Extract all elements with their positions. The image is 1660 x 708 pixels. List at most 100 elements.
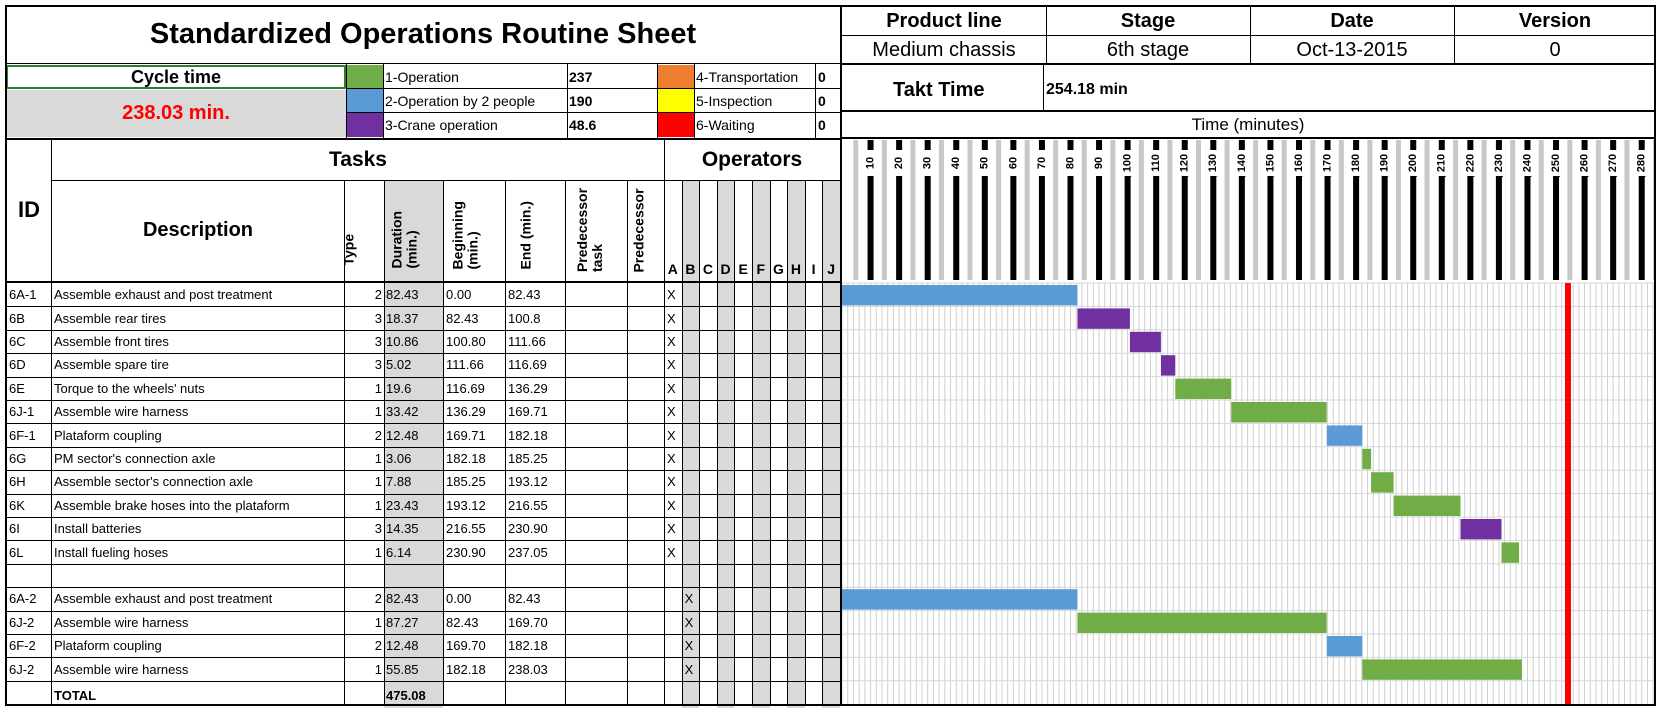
row-end: 169.70 <box>508 614 548 630</box>
frame-border <box>840 5 842 706</box>
tick-label-bg <box>1578 150 1591 176</box>
legend-swatch <box>346 65 383 89</box>
grid-line <box>5 306 840 308</box>
major-tick <box>1096 140 1103 280</box>
operator-mark: X <box>667 497 676 513</box>
takt-time-value: 254.18 min <box>1046 81 1128 98</box>
minor-tick <box>1538 140 1544 280</box>
grid-line <box>344 180 345 706</box>
grid-line <box>694 63 695 138</box>
row-id: 6J-2 <box>9 661 35 677</box>
major-tick <box>1638 140 1645 280</box>
major-tick <box>1353 140 1360 280</box>
legend-swatch <box>346 89 383 113</box>
row-end: 237.05 <box>508 544 548 560</box>
tick-label-bg <box>978 150 991 176</box>
gantt-bar <box>1077 612 1327 633</box>
operator-mark: X <box>684 638 694 654</box>
operator-mark: X <box>667 380 676 396</box>
grid-line <box>1046 5 1047 63</box>
grid-line <box>842 63 1654 65</box>
row-type: 1 <box>374 544 382 560</box>
row-end: 82.43 <box>508 591 541 607</box>
row-duration: 12.48 <box>386 638 419 654</box>
legend-swatch <box>657 89 694 113</box>
row-duration: 12.48 <box>386 427 419 443</box>
operator-column-shade <box>787 180 805 708</box>
minor-tick <box>1510 140 1516 280</box>
legend-value: 0 <box>818 117 826 133</box>
row-duration <box>386 564 442 587</box>
operator-letter: E <box>738 261 748 277</box>
grid-line <box>5 634 840 635</box>
header-value: Oct-13-2015 <box>1296 38 1408 61</box>
operator-letter: I <box>811 261 816 277</box>
tick-label: 80 <box>1064 157 1076 169</box>
grid-line <box>815 63 816 138</box>
row-id: 6F-1 <box>9 427 36 443</box>
grid-line <box>5 587 840 589</box>
legend-value: 237 <box>569 69 593 85</box>
row-description: Assemble wire harness <box>54 661 189 677</box>
row-description: Assemble wire harness <box>54 614 189 630</box>
row-description: Assemble brake hoses into the plataform <box>54 497 290 513</box>
minor-tick <box>1424 140 1430 280</box>
row-end: 182.18 <box>508 427 548 443</box>
grid-line <box>5 423 840 425</box>
row-description: Assemble exhaust and post treatment <box>54 287 273 303</box>
frame-border <box>5 5 1656 7</box>
row-duration: 10.86 <box>386 333 419 349</box>
grid-line <box>699 180 701 706</box>
row-beginning: 0.00 <box>446 591 472 607</box>
tick-label: 30 <box>922 157 934 169</box>
minor-tick <box>1367 140 1373 280</box>
row-beginning: 230.90 <box>446 544 486 560</box>
end-header: End (min.) <box>517 200 534 269</box>
row-beginning: 185.25 <box>446 474 486 490</box>
tick-label: 180 <box>1350 154 1362 172</box>
minor-tick <box>967 140 973 280</box>
tick-label: 260 <box>1579 154 1591 172</box>
gantt-bar <box>1175 378 1232 399</box>
tick-label: 150 <box>1264 154 1276 172</box>
tick-label-bg <box>1178 150 1191 176</box>
page-title: Standardized Operations Routine Sheet <box>149 17 697 50</box>
tick-label: 220 <box>1464 154 1476 172</box>
row-type: 3 <box>374 310 382 326</box>
grid-line <box>5 610 840 612</box>
tick-label: 120 <box>1179 154 1191 172</box>
operator-letter: D <box>720 261 731 277</box>
grid-line <box>716 180 718 706</box>
grid-line <box>51 180 840 181</box>
major-tick <box>1295 140 1302 280</box>
row-duration: 14.35 <box>386 521 419 537</box>
major-tick <box>1038 140 1045 280</box>
tick-label-bg <box>1007 150 1020 176</box>
operator-mark: X <box>667 474 676 490</box>
row-description: Install fueling hoses <box>54 544 169 560</box>
row-duration: 82.43 <box>386 591 419 607</box>
header-label: Date <box>1330 9 1374 32</box>
cycle-time-label: Cycle time <box>6 65 346 89</box>
legend-label: 4-Transportation <box>696 69 799 85</box>
row-id: 6L <box>9 544 24 560</box>
major-tick <box>1438 140 1445 280</box>
row-beginning: 193.12 <box>446 497 486 513</box>
row-id: 6D <box>9 357 26 373</box>
tick-label: 200 <box>1407 154 1419 172</box>
row-duration: 23.43 <box>386 497 419 513</box>
grid-line <box>5 138 840 140</box>
total-label: TOTAL <box>54 687 97 703</box>
major-tick <box>924 140 931 280</box>
row-end: 182.18 <box>508 638 548 654</box>
grid-line <box>664 140 665 706</box>
row-duration: 6.14 <box>386 544 412 560</box>
tick-label: 50 <box>979 157 991 169</box>
row-id: 6K <box>9 497 25 513</box>
row-description: Assemble sector's connection axle <box>54 474 254 490</box>
grid-line <box>734 180 736 706</box>
row-beginning: 169.70 <box>446 638 486 654</box>
minor-tick <box>1595 140 1601 280</box>
major-tick <box>1467 140 1474 280</box>
row-end: 111.66 <box>508 333 546 349</box>
